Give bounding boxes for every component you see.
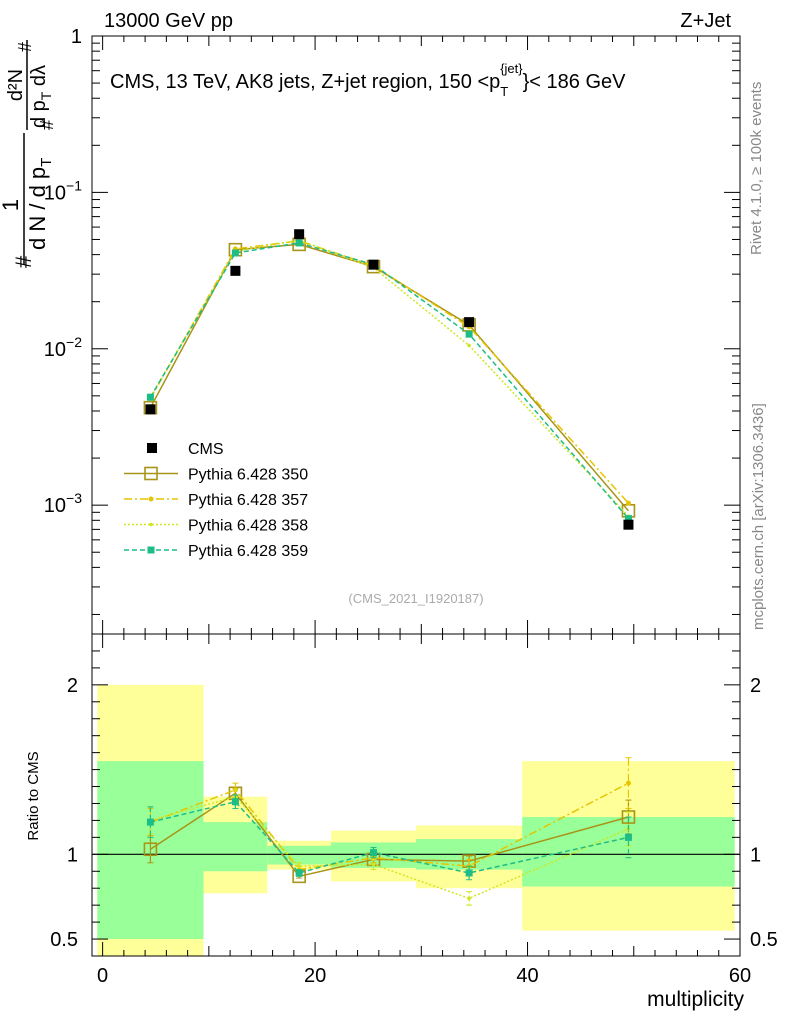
legend-marker-cms (147, 443, 157, 453)
ratio-tick-label-left-0: 2 (67, 675, 78, 697)
ylabel-hash-top: # (15, 42, 35, 52)
cms-point-3 (368, 259, 379, 270)
legend-marker-1 (148, 496, 154, 502)
ratio-tick-label-right-1: 1 (750, 844, 761, 866)
ratio-tick-label-left-1: 1 (67, 844, 78, 866)
cms-point-4 (464, 317, 475, 328)
legend-marker-3 (147, 546, 155, 554)
ratio-point-3-1 (231, 798, 239, 806)
ylabel-frac-num: 1 (0, 199, 23, 211)
ratio-panel: 0 20 40 60 2 2 1 1 0.5 0.5 (50, 633, 778, 987)
ratio-point-1-5 (625, 780, 631, 786)
ratio-point-2-4 (467, 896, 471, 901)
ratio-line-3 (150, 800, 629, 874)
ratio-line-0 (150, 792, 629, 878)
legend-label-1: Pythia 6.428 357 (188, 492, 308, 509)
legend-label-2: Pythia 6.428 358 (188, 518, 308, 535)
legend: CMS Pythia 6.428 350 Pythia 6.428 357 Pythi… (124, 441, 308, 560)
ylabel-hash-mid: # (37, 120, 57, 130)
ratio-point-3-4 (465, 869, 473, 877)
watermark: (CMS_2021_I1920187) (348, 591, 483, 606)
series-3-point-0 (146, 393, 154, 401)
main-ticks: 1 10−1 10−2 10−3 (44, 26, 741, 634)
ratio-tick-label-right-0: 2 (750, 675, 761, 697)
ratio-tick-label-right-2: 0.5 (750, 929, 778, 951)
ratio-point-0-5 (621, 810, 636, 824)
legend-marker-2 (149, 522, 153, 527)
series-3-point-2 (295, 239, 303, 247)
band-green-1 (203, 822, 268, 872)
mcplots-label: mcplots.cern.ch [arXiv:1306.3436] (750, 403, 767, 630)
header-left: 13000 GeV pp (104, 10, 233, 32)
ratio-point-2-3 (371, 862, 376, 867)
xlabel: multiplicity (647, 988, 744, 1011)
band-green-2 (267, 845, 332, 865)
ratio-line-1 (150, 782, 629, 871)
ratio-point-2-2 (297, 864, 301, 868)
cms-point-1 (230, 265, 241, 276)
ratio-ticks: 0 20 40 60 2 2 1 1 0.5 0.5 (50, 634, 778, 987)
main-plot-content (143, 229, 636, 530)
series-2-point-4 (467, 343, 471, 348)
x-tick-label-2: 40 (516, 965, 538, 987)
series-3-point-5 (624, 515, 632, 523)
y-tick-label-0: 1 (71, 26, 82, 48)
series-1-point-5 (625, 500, 631, 506)
ylabel-deriv-num: d²N (5, 69, 27, 101)
x-tick-label-3: 60 (729, 965, 751, 987)
main-ylabel: # 1 d N / d pT # d²N d pT dλ # (0, 40, 57, 268)
series-line-3 (149, 242, 630, 520)
ratio-ylabel: Ratio to CMS (25, 751, 42, 840)
series-3-point-1 (231, 249, 239, 257)
legend-label-0: Pythia 6.428 350 (188, 467, 308, 484)
ratio-frame (91, 633, 741, 957)
ratio-point-3-2 (295, 869, 303, 877)
ratio-point-3-3 (370, 849, 378, 857)
ratio-tick-label-left-2: 0.5 (50, 929, 78, 951)
ratio-point-3-0 (146, 818, 154, 826)
main-panel: 1 10−1 10−2 10−3 CMS, 13 TeV, AK8 jets, Z+j… (44, 26, 741, 635)
chart-title: CMS, 13 TeV, AK8 jets, Z+jet region, 150… (110, 61, 626, 99)
ratio-point-3-5 (624, 833, 632, 841)
y-tick-label-2: 10−2 (44, 334, 82, 361)
ratio-point-0-0 (143, 842, 158, 857)
y-tick-label-1: 10−1 (44, 177, 82, 204)
legend-marker-0 (144, 466, 158, 481)
legend-label-3: Pythia 6.428 359 (188, 543, 308, 560)
series-3-point-4 (465, 330, 473, 338)
ylabel-deriv-den: d pT dλ (28, 65, 54, 128)
header-right: Z+Jet (680, 10, 731, 32)
rivet-label: Rivet 4.1.0, ≥ 100k events (748, 82, 765, 255)
legend-label-cms: CMS (188, 441, 224, 458)
ylabel-frac-den: d N / d pT (25, 158, 55, 250)
cms-point-0 (145, 404, 156, 415)
cms-point-5 (623, 519, 634, 530)
x-tick-label-1: 20 (304, 965, 326, 987)
x-tick-label-0: 0 (97, 965, 108, 987)
cms-point-2 (294, 229, 305, 240)
ratio-line-2 (150, 795, 629, 900)
ratio-plot-content (92, 684, 740, 956)
y-tick-label-3: 10−3 (44, 490, 82, 517)
